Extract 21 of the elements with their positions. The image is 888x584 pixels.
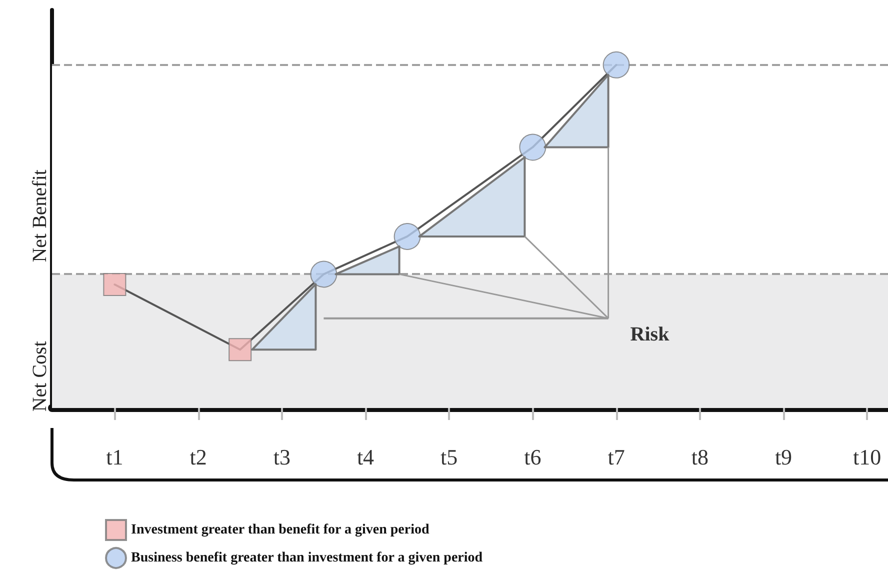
annotation: Risk bbox=[630, 323, 670, 346]
x-tick-label: t4 bbox=[356, 444, 374, 470]
point bbox=[103, 272, 126, 296]
x-tick-label: t6 bbox=[524, 444, 542, 470]
legend-label: Investment greater than benefit for a given period bbox=[131, 522, 430, 538]
point bbox=[519, 134, 546, 161]
x-tick-label: t10 bbox=[853, 444, 882, 470]
x-tick-label: t9 bbox=[774, 444, 792, 470]
x-tick-label: t1 bbox=[106, 444, 124, 470]
point bbox=[310, 260, 338, 288]
x-tick-label: t7 bbox=[608, 444, 625, 470]
x-tick-label: t5 bbox=[440, 444, 458, 470]
band-label: Net Benefit bbox=[29, 169, 51, 262]
x-tick-label: t3 bbox=[273, 444, 290, 470]
band-label: Net Cost bbox=[29, 340, 51, 412]
point bbox=[228, 338, 252, 362]
x-tick-label: t8 bbox=[691, 444, 708, 470]
point bbox=[394, 222, 421, 250]
point bbox=[602, 51, 630, 78]
x-tick-label: t2 bbox=[190, 444, 207, 470]
legend-label: Business benefit greater than investment for a given period bbox=[131, 550, 483, 566]
